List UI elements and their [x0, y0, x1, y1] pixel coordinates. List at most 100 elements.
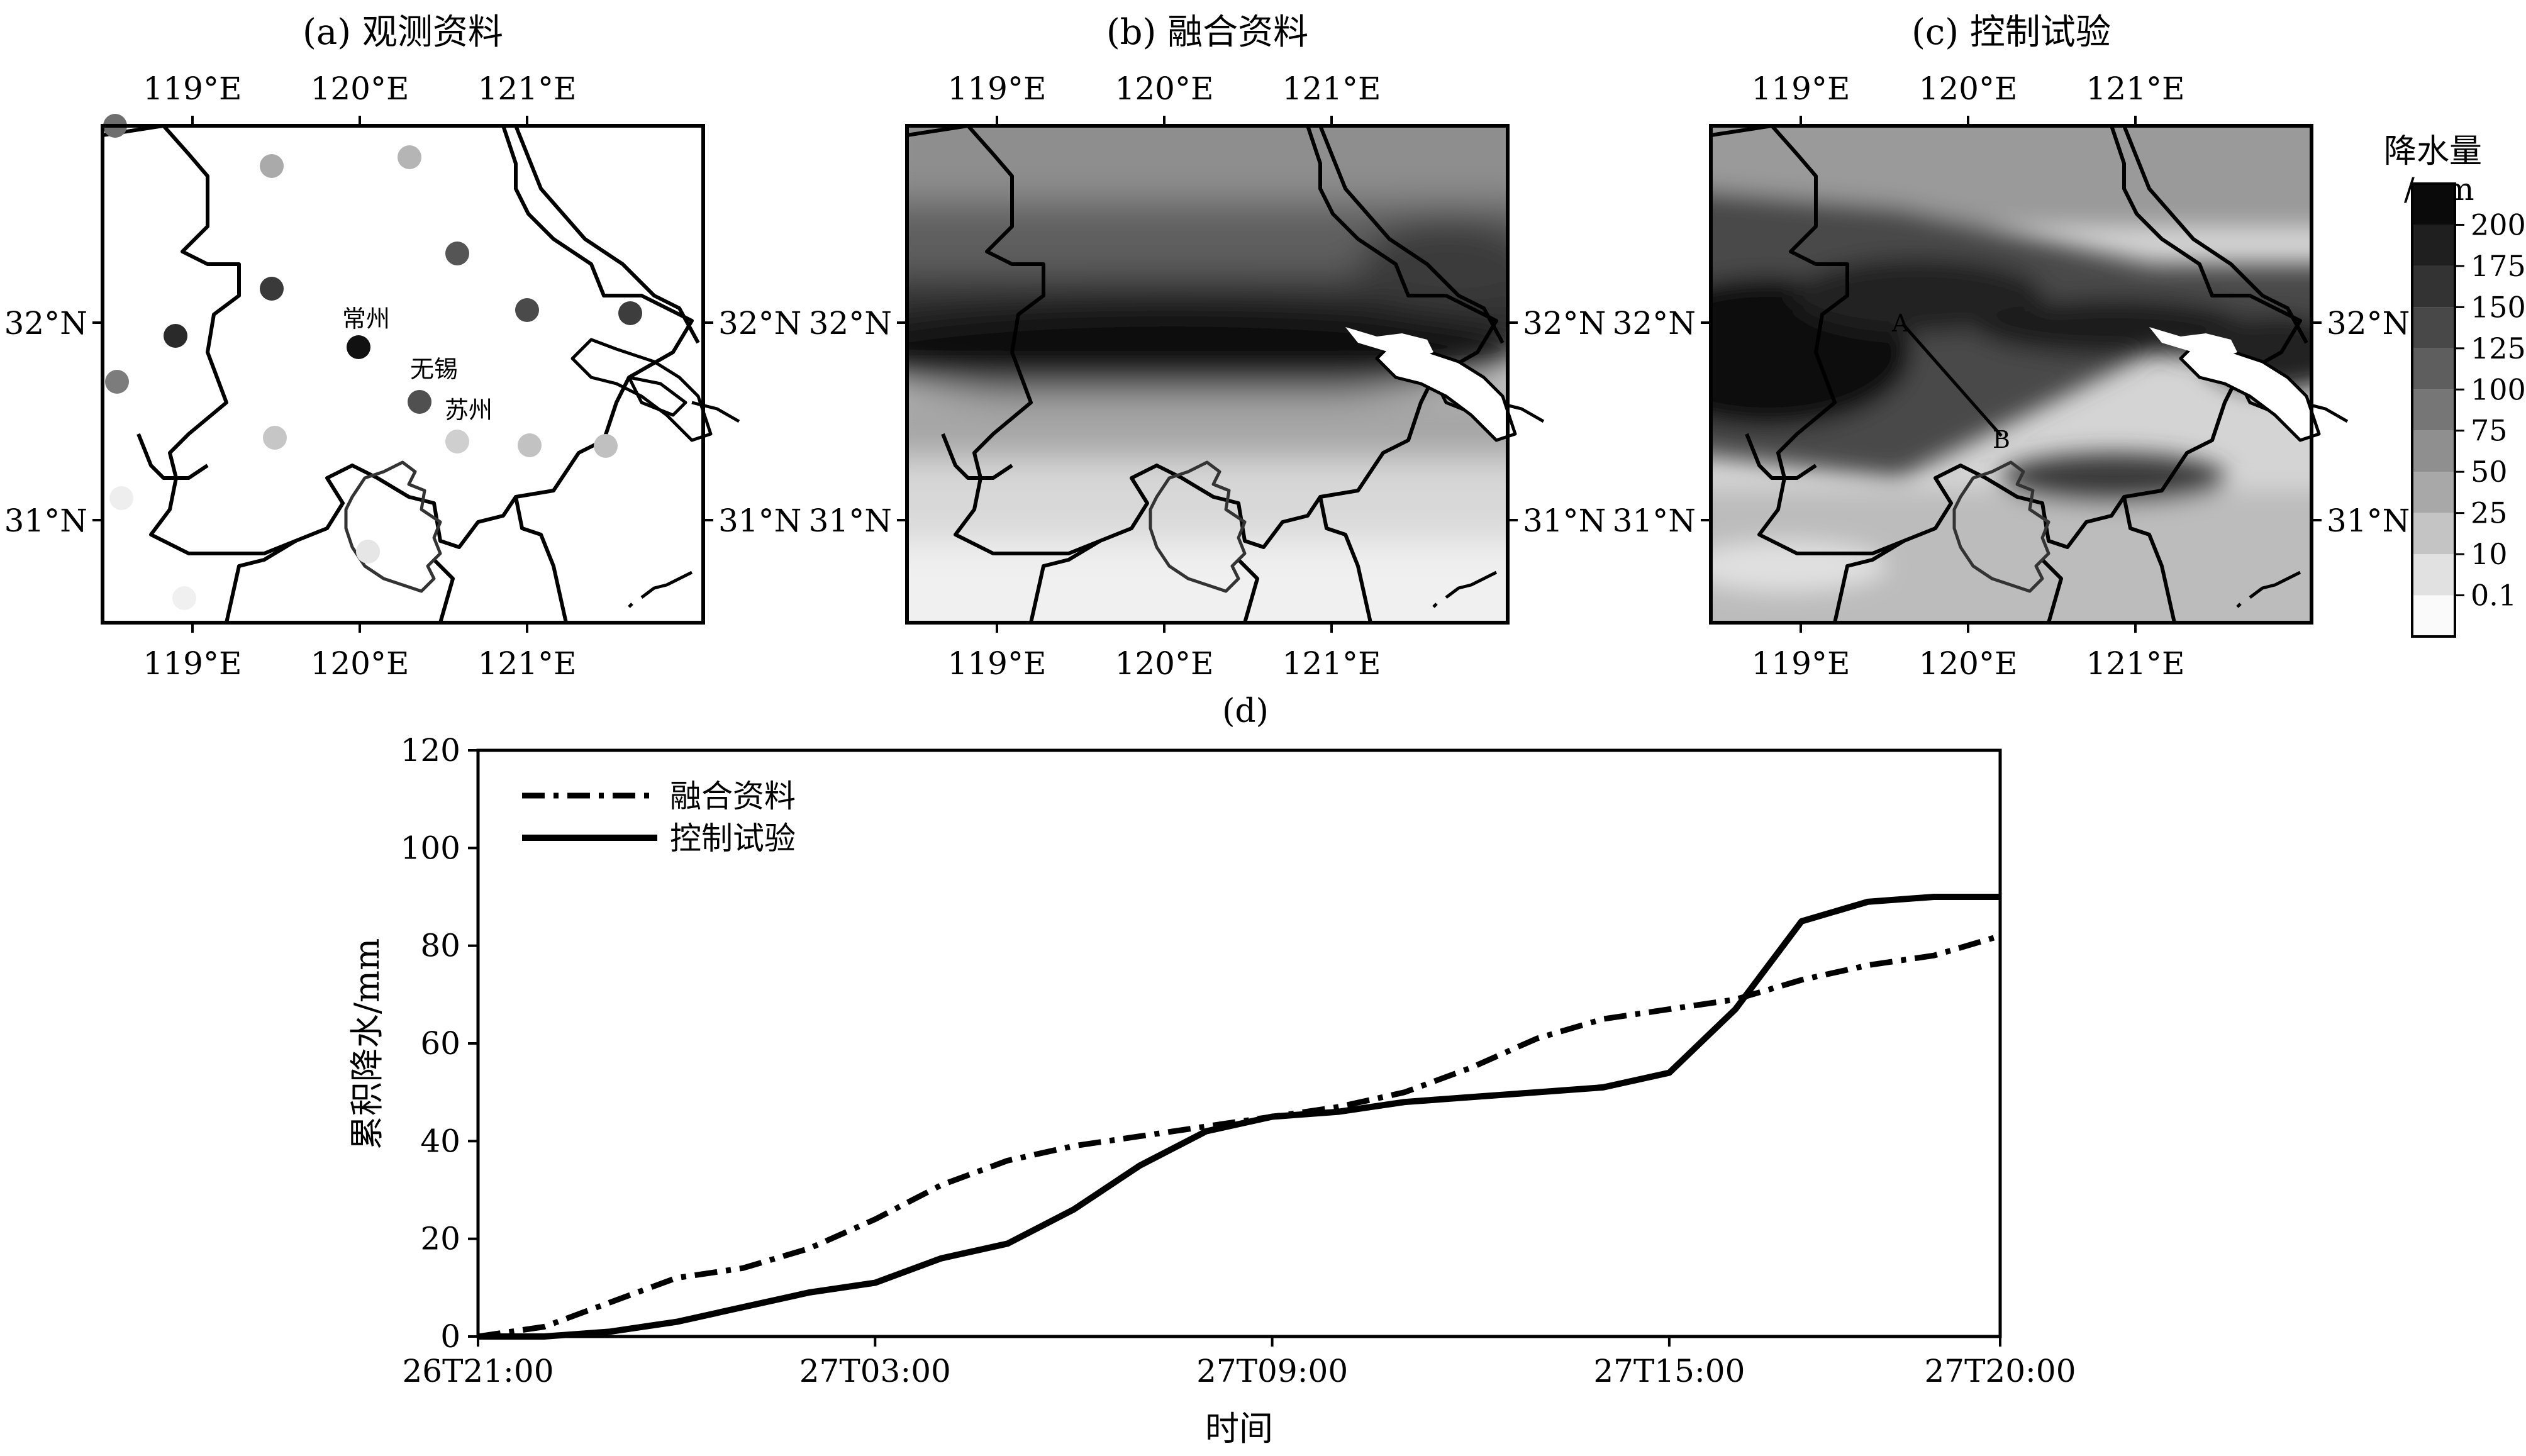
lon-tick-label-bottom: 121°E: [1282, 645, 1381, 682]
map-boundaries: [1710, 124, 2349, 623]
lat-tick-label-right: 31°N: [718, 503, 801, 539]
map-frame: [1709, 124, 2313, 625]
city-label: 无锡: [410, 355, 458, 383]
colorbar-block: [2412, 265, 2455, 308]
colorbar-level-label: 0.1: [2471, 579, 2517, 613]
station-marker: [445, 242, 469, 265]
lat-tick-label-left: 31°N: [809, 503, 892, 539]
map-panel-title: (b) 融合资料: [1106, 12, 1308, 53]
lon-tick-label-bottom: 121°E: [2086, 645, 2185, 682]
y-tick-label: 0: [440, 1318, 460, 1355]
colorbar-level-label: 100: [2471, 372, 2526, 406]
colorbar-block: [2412, 595, 2455, 636]
x-tick-label: 26T21:00: [402, 1353, 554, 1389]
city-label: 常州: [342, 305, 390, 333]
y-tick-label: 100: [401, 830, 460, 866]
station-marker: [105, 370, 129, 394]
x-tick-label: 27T20:00: [1924, 1353, 2076, 1389]
colorbar-block: [2412, 554, 2455, 596]
station-marker: [260, 277, 284, 301]
lon-tick-label-bottom: 120°E: [1115, 645, 1214, 682]
colorbar-block: [2412, 472, 2455, 513]
lon-tick-label-top: 121°E: [2086, 70, 2185, 107]
colorbar-level-label: 175: [2471, 249, 2526, 283]
lon-tick-label-bottom: 119°E: [143, 645, 242, 682]
y-tick-label: 80: [420, 928, 460, 964]
lon-tick-label-top: 121°E: [1282, 70, 1381, 107]
lat-tick-label-left: 31°N: [1613, 503, 1696, 539]
colorbar-level-label: 150: [2471, 290, 2526, 324]
station-marker: [515, 298, 539, 322]
map-axis-ticks: 119°E 119°E 120°E 120°E 121°E 121°E 32°N 32°N 31…: [809, 70, 1606, 682]
station-markers: [103, 114, 642, 610]
station-marker: [408, 390, 431, 414]
station-marker: [618, 301, 642, 325]
colorbar-level-label: 75: [2471, 414, 2508, 448]
map-panel-c: (c) 控制试验AB119°E119°E120°E120°E121°E121°E…: [1613, 12, 2410, 682]
lon-tick-label-bottom: 120°E: [1919, 645, 2018, 682]
lat-tick-label-right: 31°N: [1523, 503, 1606, 539]
chart-legend: 融合资料 控制试验: [522, 778, 796, 857]
lon-tick-label-top: 121°E: [478, 70, 577, 107]
colorbar-level-label: 200: [2471, 208, 2526, 242]
accumulated-precip-chart: (d) 0 20 40 60 80 100 120 26T21:00 27T03:00 27T09…: [347, 692, 2076, 1448]
colorbar-level-label: 10: [2471, 537, 2508, 571]
x-axis-label: 时间: [1205, 1409, 1273, 1448]
lat-tick-label-left: 32°N: [4, 305, 87, 342]
lon-tick-label-top: 119°E: [1752, 70, 1850, 107]
legend-label-fusion: 融合资料: [670, 778, 796, 814]
station-marker: [347, 335, 370, 359]
colorbar-level-label: 125: [2471, 331, 2526, 365]
x-tick-label: 27T15:00: [1593, 1353, 1745, 1389]
station-marker: [594, 434, 618, 458]
station-marker: [445, 430, 469, 453]
map-panel-b: (b) 融合资料 119°E 119°E 120°E 120°E 121°E 121°E 32…: [809, 12, 1606, 682]
station-marker: [164, 324, 187, 348]
section-label-b: B: [1993, 426, 2010, 453]
colorbar-level-label: 25: [2471, 496, 2508, 530]
station-marker: [356, 540, 380, 564]
lat-tick-label-right: 32°N: [2327, 305, 2410, 342]
cross-section-line: AB: [1891, 309, 2010, 453]
colorbar-block: [2412, 389, 2455, 431]
colorbar-block: [2412, 348, 2455, 390]
series-line-fusion: [477, 933, 2001, 1340]
lon-tick-label-top: 119°E: [948, 70, 1047, 107]
y-axis-label: 累积降水/mm: [347, 938, 387, 1150]
map-boundaries: [906, 124, 1545, 623]
lon-tick-label-top: 120°E: [311, 70, 409, 107]
colorbar-block: [2412, 513, 2455, 555]
map-panel-title: (c) 控制试验: [1911, 12, 2111, 53]
map-axis-ticks: 119°E 119°E 120°E 120°E 121°E 121°E 32°N 32°N 31…: [4, 70, 802, 682]
y-tick-label: 120: [401, 732, 460, 769]
lat-tick-label-right: 31°N: [2327, 503, 2410, 539]
station-marker: [260, 154, 284, 178]
station-marker: [518, 433, 542, 457]
y-tick-label: 20: [420, 1221, 460, 1257]
colorbar-block: [2412, 430, 2455, 472]
map-panel-title: (a) 观测资料: [303, 12, 503, 53]
y-tick-label: 60: [420, 1025, 460, 1062]
lat-tick-label-left: 31°N: [4, 503, 87, 539]
y-tick-label: 40: [420, 1123, 460, 1159]
chart-title: (d): [1222, 692, 1269, 730]
map-boundaries: [102, 124, 740, 623]
lon-tick-label-bottom: 119°E: [1752, 645, 1850, 682]
city-label: 苏州: [445, 396, 492, 424]
x-tick-label: 27T09:00: [1196, 1353, 1348, 1389]
map-frame: [101, 124, 705, 625]
station-marker: [109, 486, 133, 510]
lon-tick-label-bottom: 121°E: [478, 645, 577, 682]
lon-tick-label-bottom: 120°E: [311, 645, 409, 682]
lon-tick-label-bottom: 119°E: [948, 645, 1047, 682]
lon-tick-label-top: 119°E: [143, 70, 242, 107]
station-marker: [398, 145, 421, 169]
section-label-a: A: [1891, 309, 1910, 337]
colorbar-level-label: 50: [2471, 455, 2508, 489]
colorbar-block: [2412, 307, 2455, 348]
precip-field-control: [1711, 126, 2312, 623]
lat-tick-label-right: 32°N: [1523, 305, 1606, 342]
colorbar-block: [2412, 225, 2455, 266]
